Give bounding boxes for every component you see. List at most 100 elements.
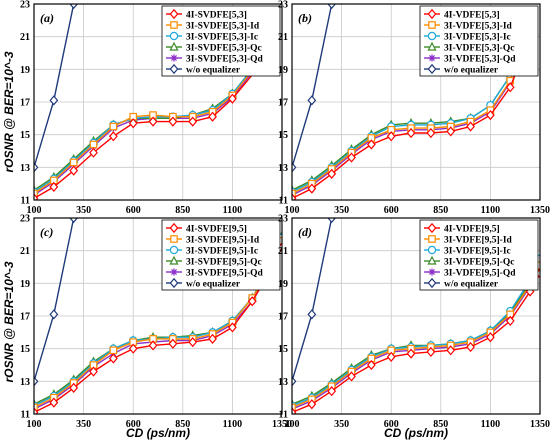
data-point bbox=[148, 340, 158, 351]
ylabel-top: rOSNR @ BER=10^-3 bbox=[2, 51, 16, 172]
x-tick-label: 1350 bbox=[272, 419, 292, 430]
legend-swatch-marker bbox=[169, 8, 179, 20]
x-tick-label: 350 bbox=[76, 419, 91, 430]
plot-frame bbox=[33, 3, 283, 201]
data-point bbox=[89, 140, 98, 149]
data-point bbox=[307, 183, 317, 194]
legend-entry: 3I-VDFE[9,5]-Ic bbox=[444, 246, 511, 256]
legend-swatch-marker bbox=[428, 268, 436, 276]
data-point bbox=[188, 116, 198, 127]
legend-entry: w/o equalizer bbox=[186, 65, 241, 75]
data-point bbox=[307, 95, 317, 106]
x-tick-label: 850 bbox=[433, 419, 448, 430]
y-tick-label: 17 bbox=[20, 98, 30, 109]
y-tick-label: 21 bbox=[278, 246, 288, 257]
x-tick-label: 600 bbox=[384, 419, 399, 430]
legend-swatch-marker bbox=[169, 222, 179, 234]
series-group bbox=[34, 218, 282, 414]
data-point bbox=[69, 158, 78, 167]
y-tick-label: 23 bbox=[278, 214, 288, 225]
data-point bbox=[228, 322, 237, 333]
data-point bbox=[34, 193, 39, 200]
data-point bbox=[292, 376, 297, 387]
series-line bbox=[292, 273, 540, 414]
legend-swatch-marker bbox=[427, 31, 437, 41]
data-point bbox=[347, 371, 356, 382]
plot-frame bbox=[291, 3, 541, 201]
legend-entry: 3I-VDFE[5,3]-Id bbox=[444, 21, 513, 31]
x-tick-label: 1100 bbox=[223, 419, 242, 430]
data-point bbox=[34, 376, 39, 387]
data-point bbox=[505, 82, 515, 93]
legend-box bbox=[161, 219, 281, 291]
legend-entry: w/o equalizer bbox=[444, 279, 499, 289]
data-point bbox=[49, 181, 59, 193]
legend-swatch-marker bbox=[170, 268, 178, 276]
legend-swatch-marker bbox=[427, 8, 437, 20]
legend-entry: 3I-SVDFE[9,5]-Id bbox=[186, 235, 260, 245]
legend-swatch-marker bbox=[170, 21, 178, 29]
data-point bbox=[446, 345, 456, 356]
y-tick-label: 13 bbox=[20, 163, 30, 174]
data-point bbox=[386, 131, 396, 142]
xlabel-right: CD (ps/nm) bbox=[384, 426, 448, 440]
y-tick-label: 21 bbox=[20, 246, 30, 257]
legend-entry: 3I-VDFE[9,5]-Id bbox=[444, 235, 513, 245]
data-point bbox=[49, 397, 59, 408]
data-point bbox=[327, 168, 337, 179]
legend-entry: 3I-SVDFE[9,5]-Qd bbox=[186, 268, 264, 278]
data-point bbox=[327, 218, 337, 224]
data-point bbox=[505, 315, 515, 327]
legend-entry: 3I-VDFE[5,3]-Ic bbox=[444, 32, 511, 42]
y-tick-label: 19 bbox=[20, 279, 30, 290]
legend-swatch-marker bbox=[427, 255, 437, 265]
legend-swatch-marker bbox=[427, 277, 437, 289]
series-group bbox=[34, 4, 267, 200]
data-point bbox=[34, 407, 39, 414]
x-tick-label: 1350 bbox=[530, 205, 550, 216]
data-point bbox=[292, 407, 297, 414]
data-point bbox=[366, 139, 376, 150]
x-tick-label: 850 bbox=[433, 205, 448, 216]
data-point bbox=[292, 193, 297, 200]
legend-entry: 3I-VDFE[5,3]-Qc bbox=[444, 43, 514, 53]
legend-entry: 3I-SVDFE[9,5]-Ic bbox=[186, 246, 258, 256]
data-point bbox=[406, 127, 416, 139]
legend-entry: 4I-VDFE[5,3] bbox=[444, 10, 500, 20]
data-point bbox=[466, 341, 475, 353]
y-tick-label: 23 bbox=[20, 0, 30, 11]
y-tick-label: 23 bbox=[20, 214, 30, 225]
y-tick-label: 21 bbox=[20, 32, 30, 43]
data-point bbox=[327, 386, 337, 397]
legend-box bbox=[161, 5, 281, 77]
legend-swatch-marker bbox=[170, 235, 178, 243]
y-tick-label: 13 bbox=[278, 163, 288, 174]
x-tick-label: 850 bbox=[175, 419, 190, 430]
plot-frame bbox=[291, 217, 541, 415]
legend-swatch-marker bbox=[428, 54, 436, 62]
series-line bbox=[34, 62, 263, 200]
x-tick-label: 1350 bbox=[530, 419, 550, 430]
legend-swatch-marker bbox=[169, 245, 179, 255]
legend-entry: 3I-SVDFE[5,3]-Ic bbox=[186, 32, 258, 42]
y-tick-label: 13 bbox=[20, 377, 30, 388]
data-point bbox=[208, 111, 217, 122]
legend-entry: 3I-SVDFE[5,3]-Id bbox=[186, 21, 260, 31]
x-tick-label: 350 bbox=[334, 419, 349, 430]
y-tick-label: 13 bbox=[278, 377, 288, 388]
data-point bbox=[128, 343, 138, 354]
data-point bbox=[307, 399, 317, 410]
data-point bbox=[69, 218, 79, 224]
x-tick-label: 1100 bbox=[481, 419, 500, 430]
legend-swatch-marker bbox=[169, 41, 179, 51]
data-point bbox=[34, 162, 39, 173]
y-tick-label: 17 bbox=[278, 312, 288, 323]
legend: 4I-SVDFE[5,3]3I-SVDFE[5,3]-Id3I-SVDFE[5,… bbox=[161, 5, 281, 77]
legend-swatch-marker bbox=[169, 63, 179, 75]
y-tick-label: 11 bbox=[279, 196, 288, 207]
legend-entry: 3I-VDFE[9,5]-Qd bbox=[444, 268, 516, 278]
y-tick-label: 19 bbox=[20, 65, 30, 76]
data-point bbox=[446, 126, 456, 137]
y-tick-label: 11 bbox=[21, 410, 30, 421]
